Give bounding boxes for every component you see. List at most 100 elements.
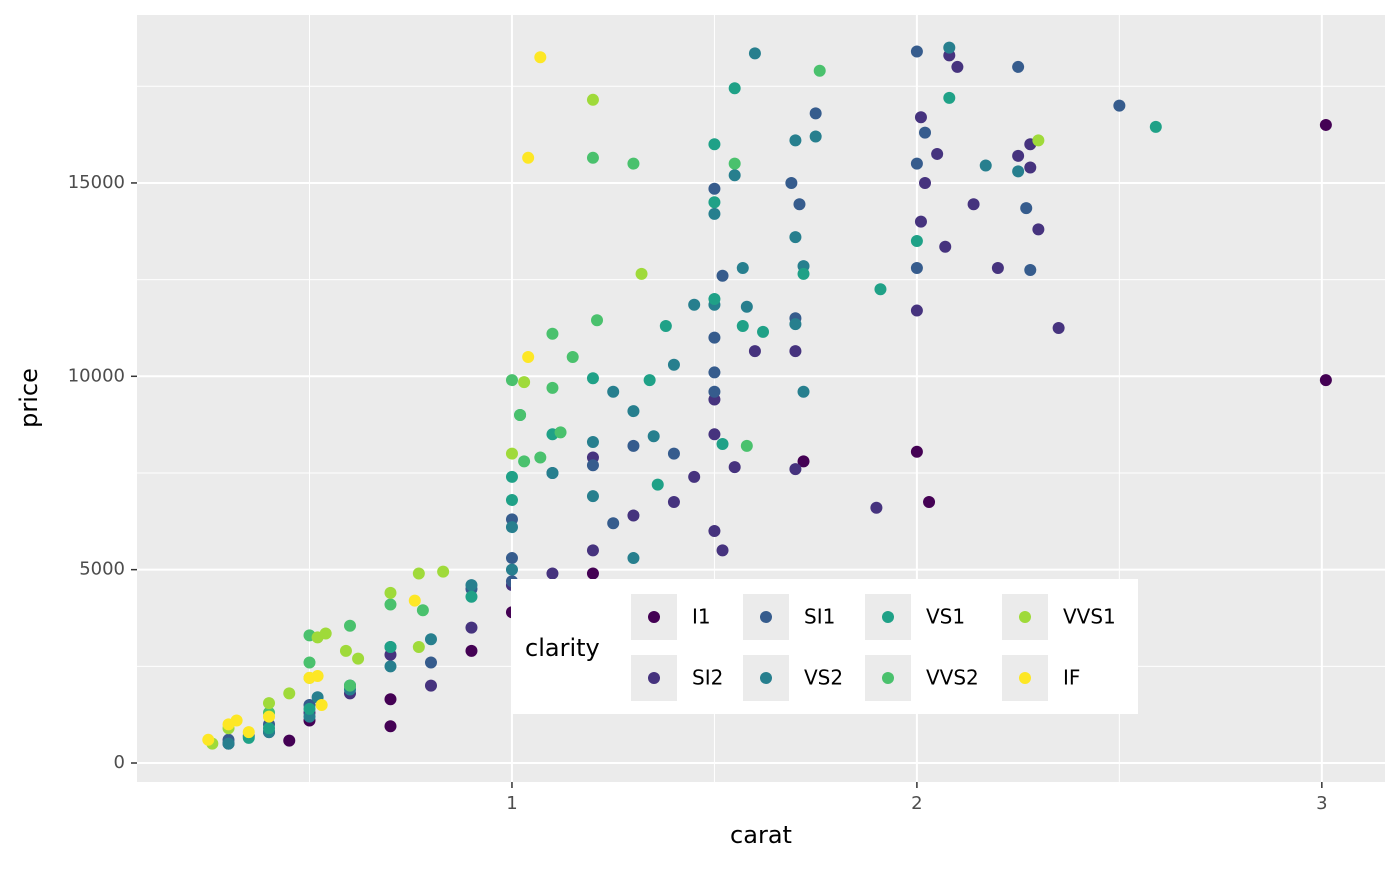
point (708, 292, 721, 305)
point (343, 619, 356, 632)
point (708, 524, 721, 537)
point (728, 157, 741, 170)
point (748, 47, 761, 60)
legend-label: VS2 (804, 666, 843, 690)
point (505, 552, 518, 565)
point (1052, 321, 1065, 334)
point (522, 151, 535, 164)
point (716, 544, 729, 557)
point (708, 207, 721, 220)
point (728, 82, 741, 95)
point (643, 374, 656, 387)
legend-marker (1019, 611, 1031, 623)
point (384, 598, 397, 611)
point (939, 240, 952, 253)
point (202, 733, 215, 746)
point (728, 461, 741, 474)
point (785, 176, 798, 189)
point (534, 51, 547, 64)
y-tick-label: 5000 (79, 559, 125, 580)
point (708, 182, 721, 195)
legend-label: SI1 (804, 605, 835, 629)
point (412, 640, 425, 653)
point (518, 376, 531, 389)
point (1032, 134, 1045, 147)
point (607, 517, 620, 530)
legend-label: I1 (692, 605, 711, 629)
point (627, 157, 640, 170)
point (230, 714, 243, 727)
point (708, 366, 721, 379)
point (303, 702, 316, 715)
point (1012, 60, 1025, 73)
point (222, 737, 235, 750)
point (437, 565, 450, 578)
point (797, 267, 810, 280)
legend-marker (648, 672, 660, 684)
point (708, 385, 721, 398)
point (991, 262, 1004, 275)
point (1024, 263, 1037, 276)
point (566, 350, 579, 363)
point (736, 320, 749, 333)
point (546, 567, 559, 580)
legend-label: VVS2 (926, 666, 979, 690)
point (789, 345, 802, 358)
point (384, 660, 397, 673)
point (716, 269, 729, 282)
point (607, 385, 620, 398)
point (651, 478, 664, 491)
x-axis-label: carat (730, 821, 792, 849)
point (384, 586, 397, 599)
point (910, 45, 923, 58)
point (263, 722, 276, 735)
point (793, 198, 806, 211)
point (586, 372, 599, 385)
point (667, 495, 680, 508)
point (505, 563, 518, 576)
point (736, 262, 749, 275)
x-tick-label: 3 (1316, 793, 1327, 814)
y-tick-label: 0 (114, 752, 125, 773)
point (412, 567, 425, 580)
point (708, 138, 721, 151)
point (1032, 223, 1045, 236)
point (505, 521, 518, 534)
point (546, 466, 559, 479)
point (1012, 149, 1025, 162)
point (1149, 120, 1162, 133)
point (1020, 202, 1033, 215)
point (424, 679, 437, 692)
y-axis-label: price (15, 368, 43, 428)
point (789, 318, 802, 331)
point (688, 298, 701, 311)
point (424, 633, 437, 646)
point (943, 41, 956, 54)
point (740, 300, 753, 313)
point (708, 196, 721, 209)
point (910, 304, 923, 317)
point (708, 331, 721, 344)
point (789, 134, 802, 147)
point (505, 470, 518, 483)
point (910, 157, 923, 170)
point (951, 60, 964, 73)
point (514, 408, 527, 421)
point (797, 455, 810, 468)
point (303, 656, 316, 669)
legend-label: IF (1063, 666, 1080, 690)
point (627, 552, 640, 565)
point (554, 426, 567, 439)
point (586, 544, 599, 557)
point (242, 726, 255, 739)
point (352, 652, 365, 665)
point (914, 215, 927, 228)
point (505, 494, 518, 507)
point (339, 644, 352, 657)
point (797, 385, 810, 398)
point (910, 234, 923, 247)
point (809, 130, 822, 143)
point (586, 436, 599, 449)
point (627, 509, 640, 522)
